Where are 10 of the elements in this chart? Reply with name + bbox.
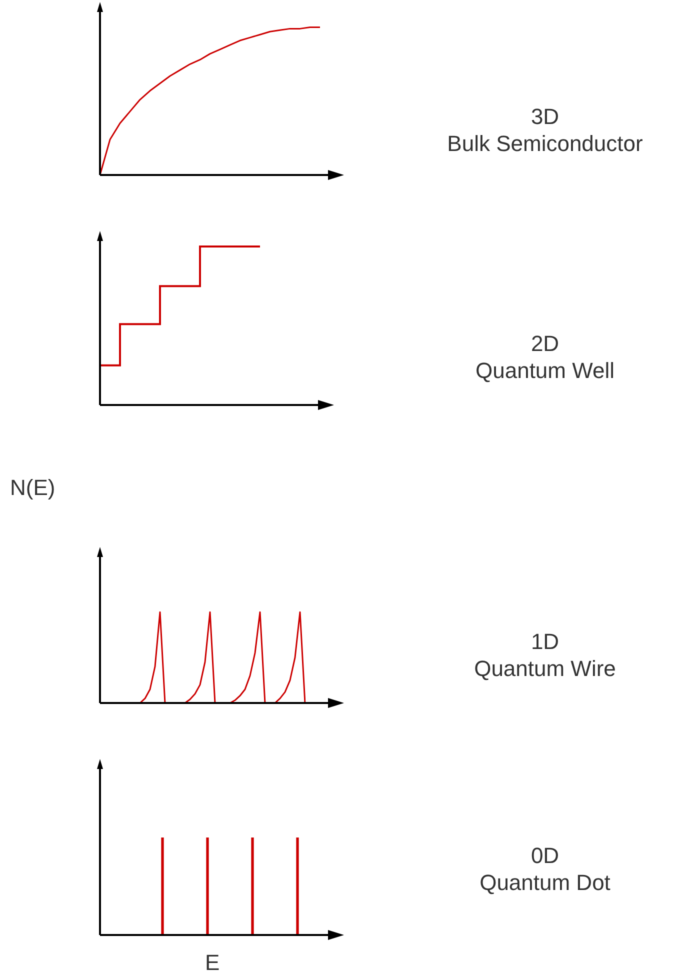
text: Quantum Wire [473,655,617,682]
text: Bulk Semiconductor [446,130,644,157]
text: 0D [530,842,560,869]
text: Quantum Well [474,357,616,384]
text: 1D [530,628,560,655]
x-axis-title: E [205,950,220,976]
text: Quantum Dot [478,869,612,896]
text: 3D [530,103,560,130]
y-axis-title: N(E) [10,475,56,501]
text: 2D [530,330,560,357]
